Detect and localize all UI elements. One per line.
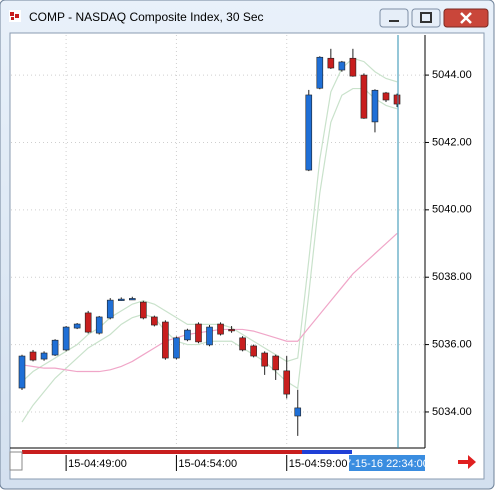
y-tick-label: 5036.00 [432,338,472,350]
candle-body [294,407,302,417]
candle-body [73,323,81,329]
candle-body [382,92,390,101]
cursor-label-bg [349,455,425,471]
candle-body [239,337,246,351]
candle-body [360,74,368,119]
x-tick-label: 15-04:54:00 [178,458,237,470]
candle-body [162,321,169,359]
candle-body [217,323,224,335]
minimize-button[interactable] [379,8,409,28]
y-tick-label: 5044.00 [432,69,472,81]
candle-body [261,352,268,367]
candle-body [349,57,357,77]
candle-body [151,316,158,326]
candle-body [129,298,136,301]
y-tick-label: 5040.00 [432,204,472,216]
candle-body [393,94,401,105]
candle-body [117,298,125,301]
candle-body [316,56,324,89]
candle-body [327,57,335,69]
candle-body [29,351,37,361]
y-tick-label: 5034.00 [432,406,472,418]
y-tick-label: 5038.00 [432,271,472,283]
candle-body [283,370,291,395]
candle-body [195,323,202,343]
candle-body [228,329,235,332]
candle-body [338,61,346,71]
candle-body [40,352,48,360]
candle-body [206,326,213,346]
scroll-thumb[interactable] [302,450,352,454]
candle-body [272,355,279,371]
window-title: COMP - NASDAQ Composite Index, 30 Sec [29,10,264,24]
cursor-label: 7-15-16 22:34:00 [345,458,429,470]
candle-body [62,326,70,351]
candle-body [95,316,103,334]
candle-body [18,355,26,389]
candle-body [51,339,59,356]
candle-body [173,337,180,359]
candle-body [305,94,313,171]
candle-body [250,345,257,357]
candle-body [184,329,191,341]
scroll-bar[interactable] [22,450,302,454]
scroll-right-arrow[interactable] [458,455,476,469]
candle-body [371,89,379,123]
candle-body [106,299,114,319]
candle-body [84,312,92,333]
indicator-line [21,57,398,383]
candle-body [140,301,147,319]
maximize-button[interactable] [411,8,441,28]
y-tick-label: 5042.00 [432,136,472,148]
x-tick-label: 15-04:59:00 [289,458,348,470]
chart-area [9,32,485,480]
scroll-box[interactable] [9,451,23,471]
x-tick-label: 15-04:49:00 [68,458,127,470]
